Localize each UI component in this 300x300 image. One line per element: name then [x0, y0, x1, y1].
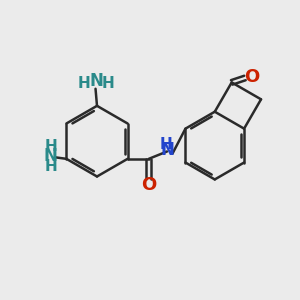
Text: H: H: [44, 159, 57, 174]
Text: H: H: [101, 76, 114, 91]
Text: H: H: [44, 139, 57, 154]
Text: N: N: [161, 141, 175, 159]
Text: H: H: [78, 76, 91, 91]
Text: O: O: [141, 176, 156, 194]
Text: N: N: [44, 147, 58, 165]
Text: N: N: [89, 71, 103, 89]
Text: O: O: [244, 68, 259, 85]
Text: H: H: [160, 137, 173, 152]
